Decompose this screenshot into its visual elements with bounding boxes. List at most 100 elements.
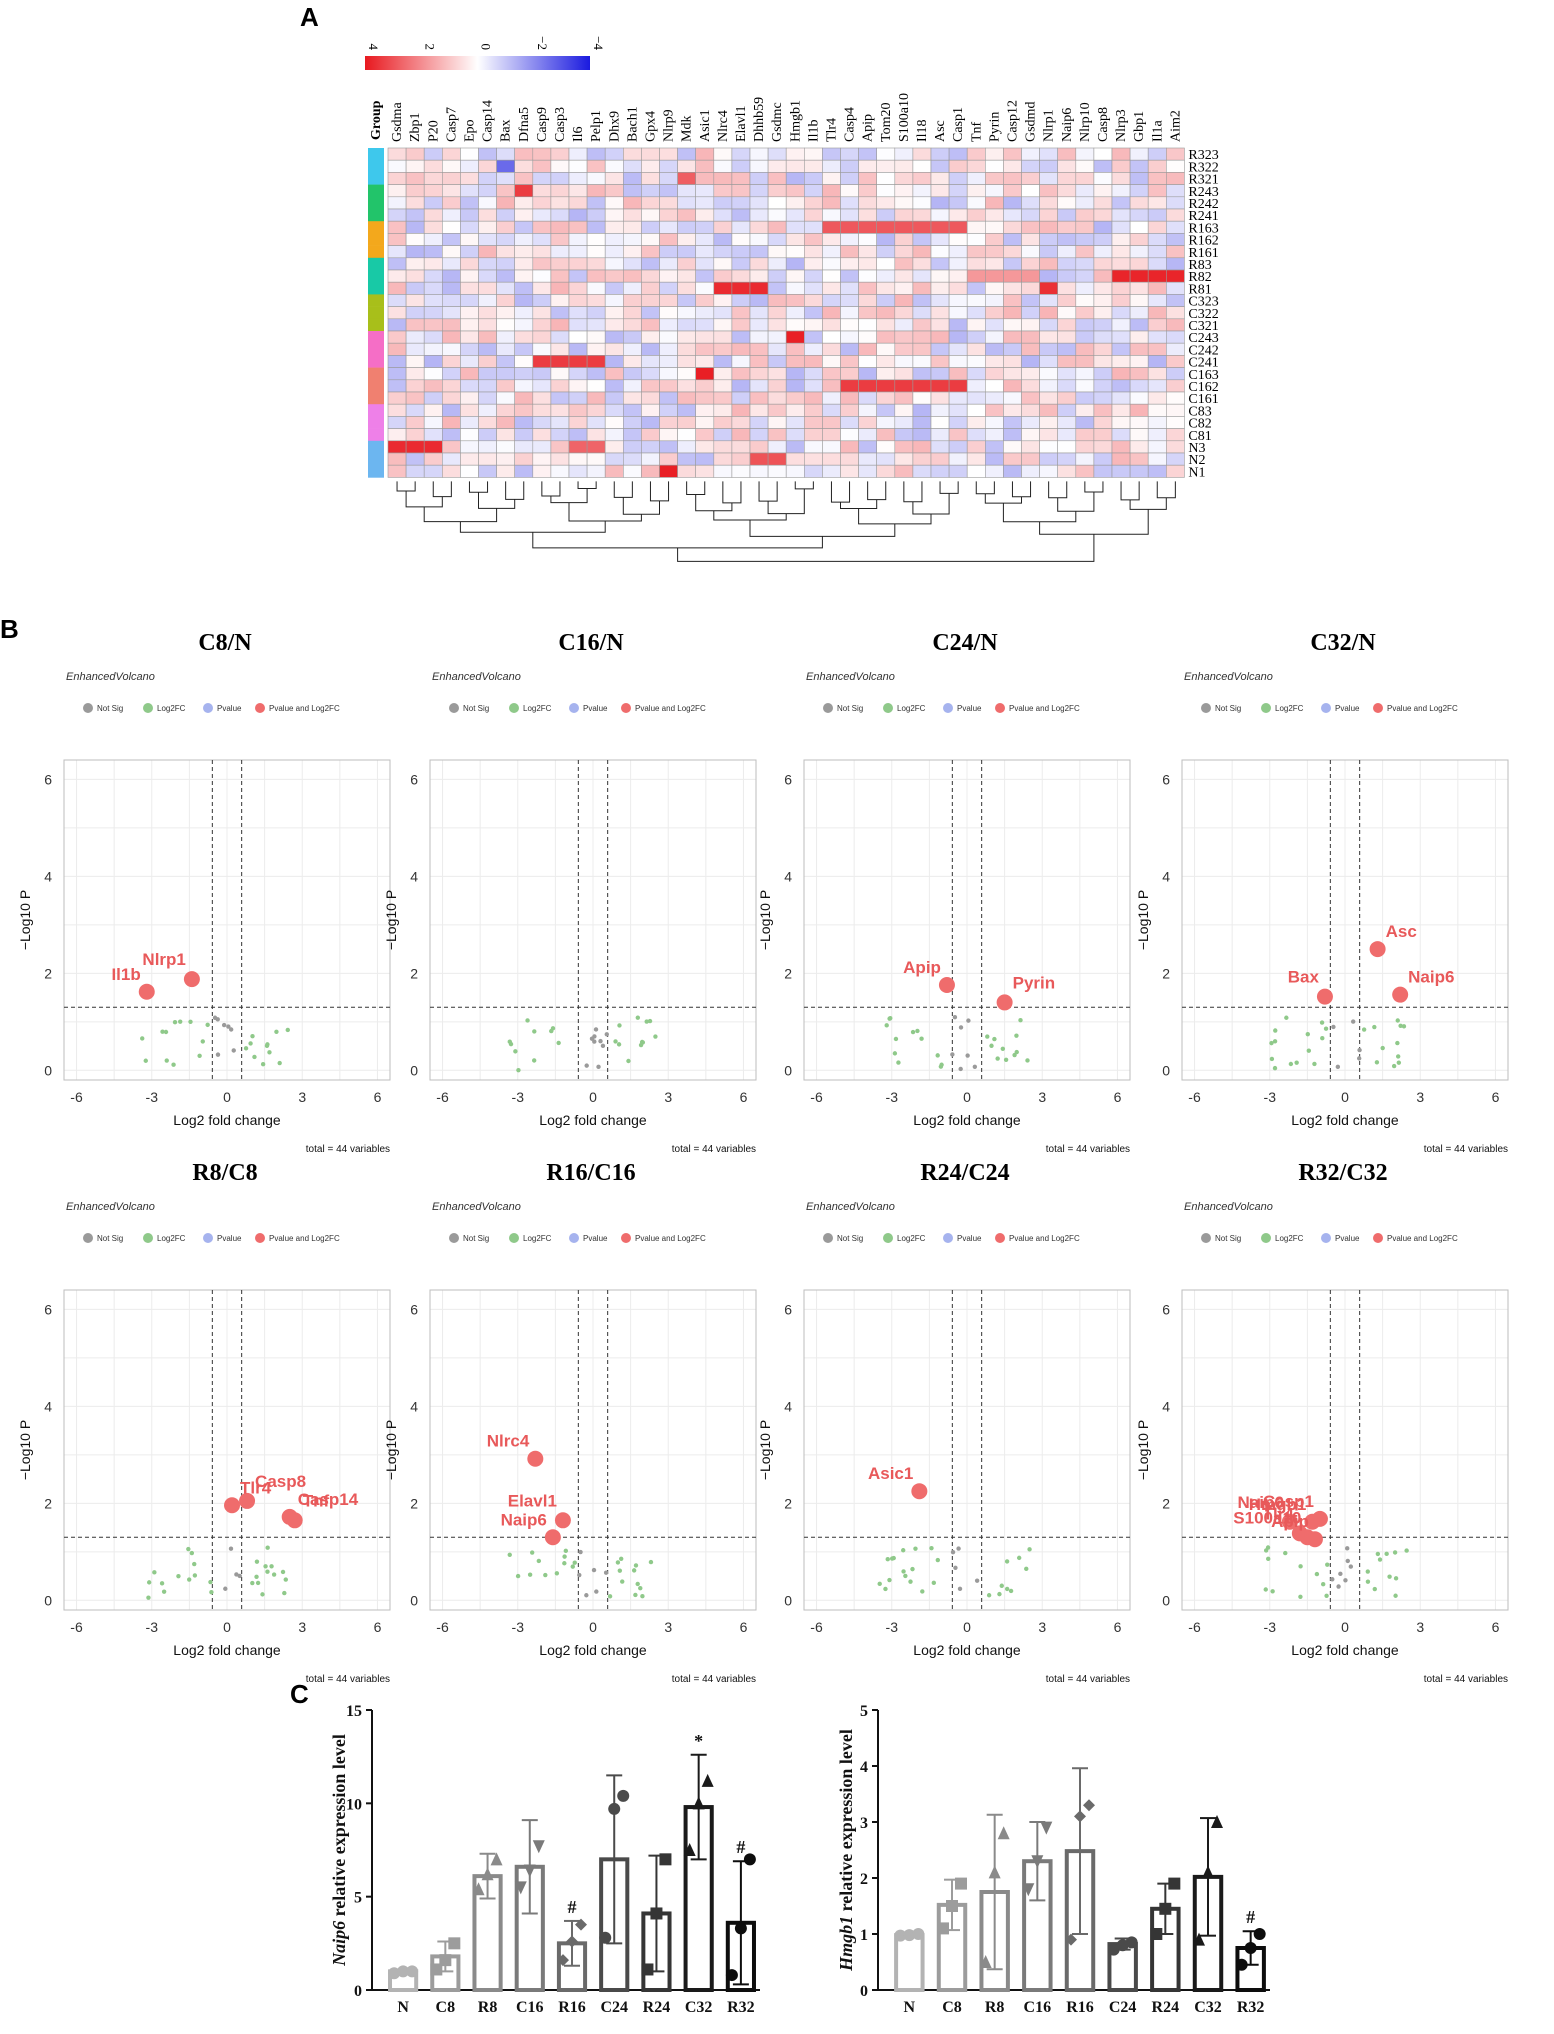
heatmap-cell [532,403,552,417]
heatmap-cell [803,355,823,368]
heatmap-cell [930,416,950,429]
data-point-nonsig [228,1546,234,1551]
heatmap-cell [840,159,859,173]
gene-label: P20 [426,120,441,142]
heatmap-cell [1111,147,1131,161]
heatmap-cell [423,379,443,393]
data-point [701,1773,714,1787]
total-variables: total = 44 variables [1046,1674,1130,1685]
heatmap-cell [604,403,624,417]
heatmap-cell [1093,220,1113,234]
heatmap-cell [532,416,552,429]
heatmap-cell [1129,233,1149,246]
heatmap-cell [460,330,479,344]
heatmap-cell [803,318,823,332]
heatmap-cell [604,428,624,442]
dendrogram-branch [840,499,878,509]
heatmap-cell [1003,294,1022,307]
heatmap-cell [496,416,516,429]
data-point-nonsig [893,1036,899,1042]
data-point [523,1864,536,1878]
category-label: N [904,1999,916,2016]
heatmap-cell [478,367,497,381]
heatmap-cell [1057,379,1077,393]
x-tick-label: -3 [146,1619,159,1635]
heatmap-cell [767,306,787,320]
heatmap-cell [948,318,968,332]
heatmap-cell [641,379,660,393]
legend-label: Pvalue [217,704,242,713]
heatmap-cell [749,196,769,210]
heatmap-cell [405,196,425,210]
heatmap-cell [1057,306,1077,320]
heatmap-cell [1166,257,1185,271]
heatmap-cell [423,428,443,442]
heatmap-cell [966,306,986,320]
data-point-nonsig [1361,1027,1367,1032]
heatmap-cell [387,196,407,210]
heatmap-cell [641,172,660,185]
data-point-nonsig [209,1590,214,1595]
heatmap-cell [496,403,516,417]
dendrogram-branch [405,490,443,508]
legend-swatch [1373,703,1383,713]
data-point-sig [554,1512,571,1529]
gene-label: Epo [462,119,477,142]
heatmap-cell [441,416,461,429]
heatmap-cell [1075,196,1095,210]
heatmap-cell [1166,379,1185,393]
y-tick-label: 2 [44,965,52,981]
heatmap-cell [423,355,443,368]
gene-label: Bach1 [625,106,640,142]
heatmap-cell [785,464,805,478]
y-tick-label: 0 [410,1062,418,1078]
heatmap-cell [550,403,570,417]
data-point-nonsig [250,1033,255,1039]
heatmap-cell [641,281,660,295]
dendrogram-branch [396,481,416,492]
heatmap-cell [387,257,407,271]
legend-swatch [1321,1233,1331,1243]
heatmap-cell [1075,233,1095,246]
heatmap-cell [1039,281,1058,295]
heatmap-cell [604,330,624,344]
y-axis-label: −Log10 P [383,1420,399,1480]
heatmap-cell [966,440,986,454]
heatmap-cell [496,208,516,222]
legend-label: Pvalue and Log2FC [269,704,340,713]
heatmap-cell [604,159,624,173]
heatmap-cell [641,428,660,442]
data-point-sig [527,1450,544,1467]
heatmap-cell [803,306,823,320]
heatmap-cell [785,379,805,393]
dendrogram-branch [1129,497,1167,510]
data-point-nonsig [200,1039,205,1044]
data-point-sig [183,971,200,988]
heatmap-cell [514,220,534,234]
heatmap-cell [767,257,787,271]
heatmap-cell [604,416,624,429]
heatmap-cell [1039,306,1058,320]
heatmap-cell [966,403,986,417]
heatmap-cell [731,257,751,271]
heatmap-cell [1129,208,1149,222]
heatmap-cell [514,172,534,185]
heatmap-cell [731,342,751,356]
heatmap-cell [1075,367,1095,381]
y-tick-label: 6 [1162,1301,1170,1317]
heatmap-cell [894,281,914,295]
heatmap-cell [695,452,715,466]
heatmap-cell [785,281,805,295]
x-axis-label: Log2 fold change [1291,1642,1399,1658]
heatmap-cell [1039,416,1058,429]
heatmap-cell [586,233,606,246]
heatmap-cell [948,330,968,344]
heatmap-cell [1057,257,1077,271]
legend-swatch [1201,1233,1211,1243]
heatmap-cell [532,318,552,332]
data-point-nonsig [992,1036,997,1042]
heatmap-cell [1057,452,1077,466]
heatmap-cell [1021,428,1040,442]
category-label: C32 [685,1999,713,2016]
group-color-cell [368,453,384,466]
